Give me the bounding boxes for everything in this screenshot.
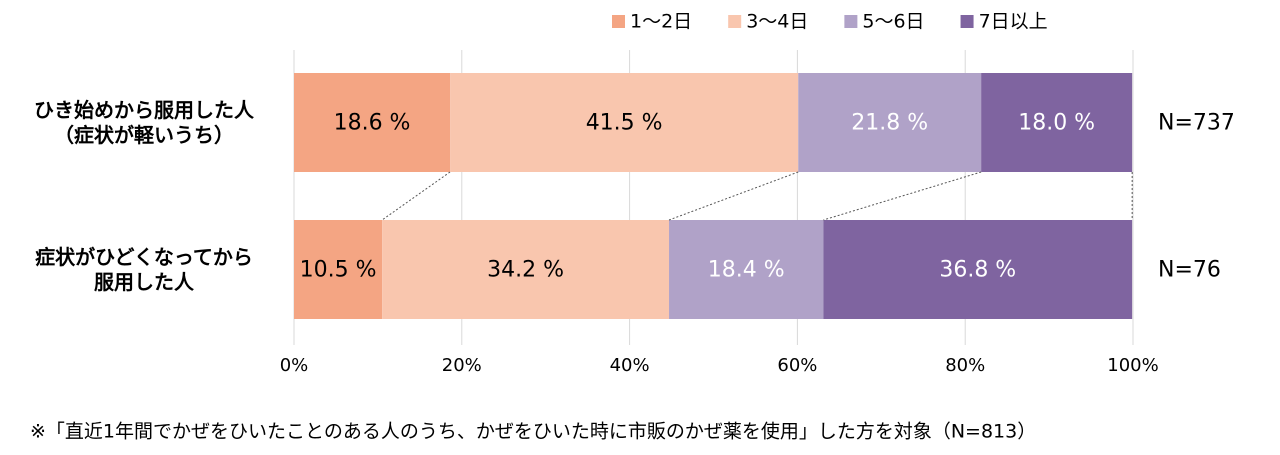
value-label: 41.5 % (586, 111, 663, 136)
x-tick-label: 60% (777, 355, 817, 376)
x-tick-label: 20% (442, 355, 482, 376)
legend-swatch (612, 15, 625, 28)
x-tick-label: 80% (945, 355, 985, 376)
legend-swatch (728, 15, 742, 28)
legend-label: 5～6日 (862, 11, 924, 33)
connector (823, 171, 982, 221)
bar-segment (669, 220, 824, 319)
value-label: 21.8 % (851, 111, 928, 136)
connector (381, 171, 451, 221)
bar-segment (382, 220, 670, 319)
bar-segment (450, 73, 799, 172)
value-label: 18.4 % (708, 258, 785, 283)
bar-segment (294, 73, 451, 172)
footnote: ※「直近1年間でかぜをひいたことのある人のうち、かぜをひいた時に市販のかぜ薬を使… (30, 421, 1036, 443)
value-label: 18.6 % (334, 111, 411, 136)
connector (668, 171, 799, 221)
x-tick-label: 40% (610, 355, 650, 376)
category-label: 症状がひどくなってから 服用した人 (35, 244, 253, 294)
legend-label: 3～4日 (746, 11, 808, 33)
legend-swatch (960, 15, 974, 28)
bar-segment (823, 220, 1133, 319)
annotation: N=76 (1158, 258, 1221, 283)
value-label: 34.2 % (487, 258, 564, 283)
bar-segment (981, 73, 1133, 172)
legend-label: 7日以上 (979, 11, 1048, 33)
value-label: 36.8 % (939, 258, 1016, 283)
bar-segment (294, 220, 383, 319)
legend-swatch (844, 15, 858, 28)
value-label: 18.0 % (1018, 111, 1095, 136)
bar-segment (798, 73, 982, 172)
legend-label: 1～2日 (630, 11, 692, 33)
value-label: 10.5 % (300, 258, 377, 283)
annotation: N=737 (1158, 111, 1235, 136)
x-tick-label: 0% (280, 355, 309, 376)
category-label: ひき始めから服用した人 （症状が軽いうち） (34, 97, 254, 147)
x-tick-label: 100% (1107, 355, 1158, 376)
